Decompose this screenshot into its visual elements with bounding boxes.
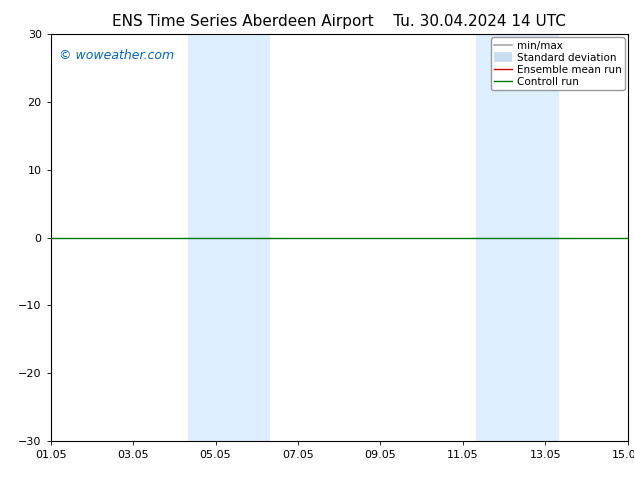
Bar	[476, 34, 559, 441]
Text: © woweather.com: © woweather.com	[60, 49, 174, 62]
Title: ENS Time Series Aberdeen Airport    Tu. 30.04.2024 14 UTC: ENS Time Series Aberdeen Airport Tu. 30.…	[112, 14, 566, 29]
Bar	[188, 34, 270, 441]
Legend: min/max, Standard deviation, Ensemble mean run, Controll run: min/max, Standard deviation, Ensemble me…	[491, 37, 624, 90]
